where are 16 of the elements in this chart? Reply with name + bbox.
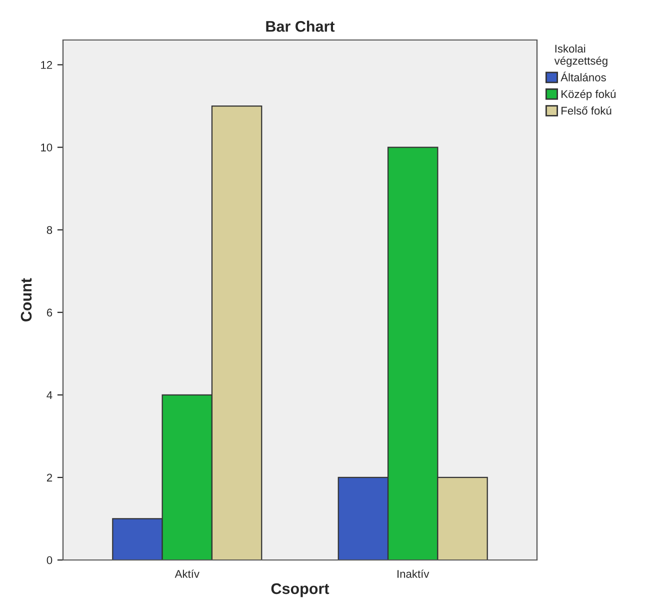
y-axis-title: Count [20,278,32,322]
legend-label: Felső fokú [562,106,612,115]
x-axis-title: Csoport [271,583,330,598]
legend-label: Általános [560,72,606,82]
x-tick-label: Aktív [174,570,200,578]
y-tick-label: 0 [46,556,52,564]
chart-title: Bar Chart [266,20,335,32]
y-tick-label: 12 [41,61,52,69]
y-tick-label: 4 [46,391,52,399]
y-tick-label: 10 [41,144,52,152]
x-tick-label: Inaktív [398,570,430,578]
y-tick-label: 6 [46,308,52,317]
legend-title: Iskolai végzettség [554,44,608,67]
y-tick-label: 2 [46,474,52,482]
legend-label: Közép fokú [562,90,616,100]
y-tick-label: 8 [46,226,52,234]
